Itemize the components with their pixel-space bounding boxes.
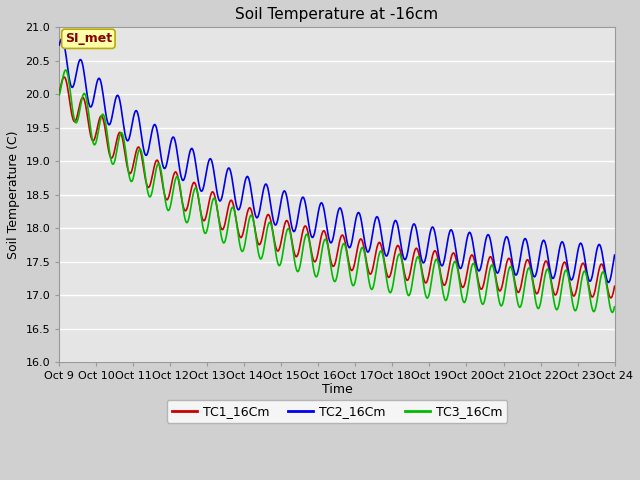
TC3_16Cm xyxy=(202,230,210,236)
TC1_16Cm xyxy=(56,90,63,96)
TC2_16Cm xyxy=(611,252,618,258)
TC1_16Cm xyxy=(202,215,210,220)
TC2_16Cm xyxy=(438,263,445,269)
TC1_16Cm xyxy=(611,283,618,289)
TC3_16Cm xyxy=(611,304,618,310)
TC1_16Cm xyxy=(329,264,337,269)
TC1_16Cm xyxy=(561,259,568,265)
Title: Soil Temperature at -16cm: Soil Temperature at -16cm xyxy=(236,7,438,22)
Text: SI_met: SI_met xyxy=(65,32,112,45)
TC2_16Cm xyxy=(178,176,186,182)
TC1_16Cm xyxy=(438,277,445,283)
TC3_16Cm xyxy=(56,92,63,98)
TC3_16Cm xyxy=(329,276,337,281)
Line: TC2_16Cm: TC2_16Cm xyxy=(60,39,614,283)
X-axis label: Time: Time xyxy=(321,383,352,396)
TC1_16Cm xyxy=(383,272,391,277)
Line: TC3_16Cm: TC3_16Cm xyxy=(60,70,614,312)
TC3_16Cm xyxy=(609,310,616,315)
Legend: TC1_16Cm, TC2_16Cm, TC3_16Cm: TC1_16Cm, TC2_16Cm, TC3_16Cm xyxy=(166,400,508,423)
TC3_16Cm xyxy=(383,279,391,285)
TC2_16Cm xyxy=(202,172,210,178)
TC2_16Cm xyxy=(56,42,63,48)
TC2_16Cm xyxy=(58,36,65,42)
TC1_16Cm xyxy=(607,295,614,301)
TC3_16Cm xyxy=(438,282,445,288)
TC2_16Cm xyxy=(329,236,337,241)
TC3_16Cm xyxy=(178,196,186,202)
Line: TC1_16Cm: TC1_16Cm xyxy=(60,77,614,298)
TC3_16Cm xyxy=(61,67,69,73)
TC1_16Cm xyxy=(178,197,186,203)
TC1_16Cm xyxy=(60,74,68,80)
TC2_16Cm xyxy=(561,244,568,250)
TC3_16Cm xyxy=(561,270,568,276)
TC2_16Cm xyxy=(605,280,612,286)
Y-axis label: Soil Temperature (C): Soil Temperature (C) xyxy=(7,131,20,259)
TC2_16Cm xyxy=(383,253,391,259)
